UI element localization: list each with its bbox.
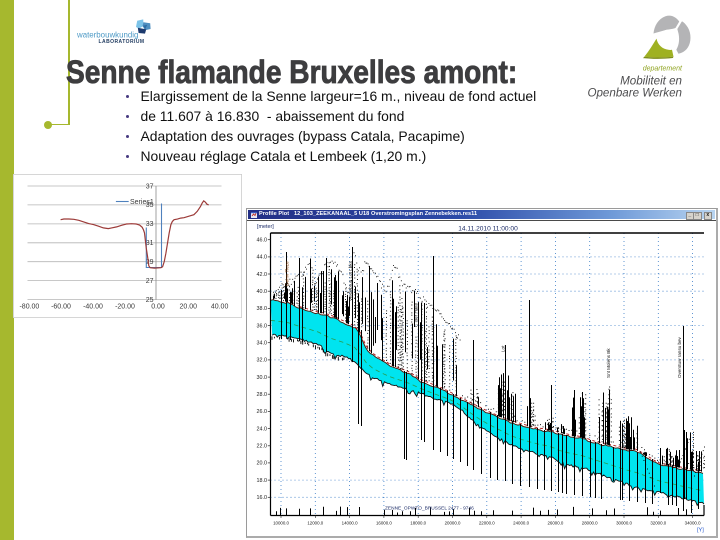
svg-text:26000.0: 26000.0 [547, 521, 563, 526]
svg-text:18.0: 18.0 [257, 478, 268, 484]
svg-text:[meter]: [meter] [257, 224, 274, 230]
svg-text:20.00: 20.00 [180, 304, 198, 311]
svg-text:34000.0: 34000.0 [685, 521, 701, 526]
svg-text:Series1: Series1 [130, 199, 154, 206]
svg-text:40.0: 40.0 [257, 289, 268, 295]
svg-text:22000.0: 22000.0 [479, 521, 495, 526]
svg-text:46.0: 46.0 [257, 238, 268, 244]
svg-text:28000.0: 28000.0 [582, 521, 598, 526]
svg-text:35: 35 [146, 202, 154, 209]
svg-text:14.11.2010 11:00:00: 14.11.2010 11:00:00 [458, 226, 518, 233]
svg-text:12000.0: 12000.0 [307, 521, 323, 526]
svg-text:18000.0: 18000.0 [410, 521, 426, 526]
svg-text:Vredebrug Lot Lbks: Vredebrug Lot Lbks [348, 260, 353, 301]
svg-text:14000.0: 14000.0 [342, 521, 358, 526]
svg-text:44.0: 44.0 [257, 255, 268, 261]
svg-text:37: 37 [146, 183, 154, 190]
svg-text:departement: departement [643, 66, 683, 73]
svg-text:24.0: 24.0 [257, 426, 268, 432]
svg-text:LABORATORIUM: LABORATORIUM [99, 39, 145, 45]
svg-text:20.0: 20.0 [257, 461, 268, 467]
svg-text:32000.0: 32000.0 [650, 521, 666, 526]
svg-text:Snt Molens Bk: Snt Molens Bk [606, 348, 611, 378]
svg-text:-80.00: -80.00 [19, 304, 39, 311]
svg-text:Lot: Lot [501, 345, 506, 352]
svg-text:30000.0: 30000.0 [616, 521, 632, 526]
svg-text:20000.0: 20000.0 [445, 521, 461, 526]
svg-text:-60.00: -60.00 [51, 304, 71, 311]
svg-text:Mobiliteit en: Mobiliteit en [620, 75, 682, 88]
svg-text:28.0: 28.0 [257, 392, 268, 398]
svg-text:C loer Halle: C loer Halle [414, 303, 419, 327]
svg-text:25: 25 [146, 297, 154, 304]
svg-text:24000.0: 24000.0 [513, 521, 529, 526]
svg-text:16000.0: 16000.0 [376, 521, 392, 526]
svg-text:0.00: 0.00 [151, 304, 165, 311]
svg-text:ZENNE_OPWTO_BRUSSEL 2477 - 974: ZENNE_OPWTO_BRUSSEL 2477 - 9746 [385, 506, 474, 512]
svg-text:31: 31 [146, 240, 154, 247]
svg-text:30.0: 30.0 [257, 375, 268, 381]
svg-text:26.0: 26.0 [257, 409, 268, 415]
svg-text:Gemv Tleze: Gemv Tleze [285, 261, 290, 286]
svg-text:[Y]: [Y] [697, 528, 704, 534]
svg-text:32.0: 32.0 [257, 358, 268, 364]
svg-text:33: 33 [146, 221, 154, 228]
svg-text:42.0: 42.0 [257, 272, 268, 278]
svg-text:Overstuw ransu bev: Overstuw ransu bev [677, 336, 682, 378]
svg-text:-40.00: -40.00 [83, 304, 103, 311]
svg-text:22.0: 22.0 [257, 444, 268, 450]
svg-text:-20.00: -20.00 [115, 304, 135, 311]
svg-text:10000.0: 10000.0 [273, 521, 289, 526]
svg-text:29: 29 [146, 259, 154, 266]
svg-text:27: 27 [146, 278, 154, 285]
svg-text:38.0: 38.0 [257, 306, 268, 312]
svg-text:waterbouwkundig: waterbouwkundig [76, 30, 138, 39]
svg-text:Openbare Werken: Openbare Werken [587, 87, 682, 100]
svg-text:16.0: 16.0 [257, 495, 268, 501]
svg-text:40.00: 40.00 [211, 304, 229, 311]
svg-text:36.0: 36.0 [257, 323, 268, 329]
svg-text:34.0: 34.0 [257, 341, 268, 347]
